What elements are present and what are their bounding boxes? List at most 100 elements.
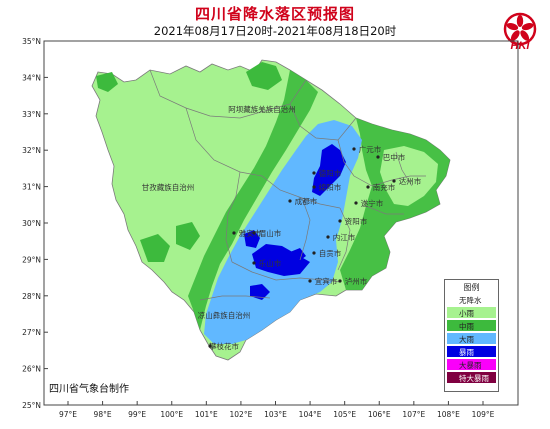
region-label: 眉山市: [259, 228, 282, 238]
region-moderate-rain-west: [188, 70, 318, 330]
region-label: 德阳市: [319, 168, 342, 178]
legend-item: 大雨: [447, 333, 496, 345]
legend-swatch: [447, 294, 496, 305]
region-rainstorm-2: [244, 230, 260, 248]
latitude-axis: 35°N 34°N 33°N 32°N 31°N 30°N 29°N 28°N 27°N 26°N…: [22, 37, 48, 410]
region-label: 绵阳市: [319, 182, 342, 192]
legend-item: 无降水: [447, 294, 496, 306]
region-label: 宜宾市: [315, 276, 338, 286]
legend-label: 中雨: [459, 322, 474, 331]
legend-item: 暴雨: [447, 346, 496, 358]
region-label: 攀枝花市: [209, 341, 239, 351]
legend-swatch: [447, 333, 496, 344]
region-moderate-rain-north: [96, 72, 118, 92]
region-rainstorm-4: [250, 284, 270, 300]
producer-credit: 四川省气象台制作: [49, 384, 129, 395]
region-label: 资阳市: [345, 216, 368, 226]
lat-tick-label: 27°N: [22, 328, 41, 337]
logo-text: HKI: [510, 40, 530, 52]
region-label: 巴中市: [383, 152, 406, 162]
lat-tick-label: 31°N: [22, 183, 41, 192]
hki-flower-logo-icon: [503, 12, 537, 46]
lon-tick-label: 100°E: [160, 410, 183, 419]
city-dot: [338, 219, 342, 223]
lat-tick-label: 25°N: [22, 401, 41, 410]
region-label: 成都市: [295, 196, 318, 206]
lat-tick-label: 26°N: [22, 365, 41, 374]
region-moderate-rain-north2: [246, 62, 282, 90]
lon-tick-label: 104°E: [299, 410, 322, 419]
region-label: 雅安市: [239, 228, 262, 238]
region-label: 凉山彝族自治州: [198, 310, 251, 320]
lon-tick-label: 101°E: [195, 410, 218, 419]
region-label: 遂宁市: [361, 198, 384, 208]
lat-tick-label: 34°N: [22, 73, 41, 82]
region-label: 乐山市: [259, 258, 282, 268]
lon-tick-label: 97°E: [59, 410, 77, 419]
city-dot: [354, 201, 358, 205]
legend-label: 无降水: [459, 296, 482, 305]
city-dot: [208, 344, 212, 348]
lon-tick-label: 109°E: [472, 410, 495, 419]
legend-title: 图例: [463, 283, 480, 292]
city-dot: [312, 251, 316, 255]
legend-label: 暴雨: [459, 348, 474, 357]
city-dot: [338, 279, 342, 283]
legend-label: 小雨: [459, 309, 474, 318]
city-dot: [312, 185, 316, 189]
city-dot: [312, 171, 316, 175]
lon-tick-label: 103°E: [264, 410, 287, 419]
lon-tick-label: 105°E: [333, 410, 356, 419]
region-label: 南充市: [373, 182, 396, 192]
legend-swatch: [447, 307, 496, 318]
lon-tick-label: 99°E: [128, 410, 146, 419]
legend-swatch: [447, 359, 496, 370]
lat-tick-label: 33°N: [22, 110, 41, 119]
legend-label: 大暴雨: [459, 361, 482, 370]
lon-tick-label: 98°E: [94, 410, 112, 419]
legend-swatch: [447, 320, 496, 331]
lat-tick-label: 30°N: [22, 219, 41, 228]
region-label: 达州市: [399, 176, 422, 186]
legend-item: 小雨: [447, 307, 496, 319]
region-rainstorm-3: [252, 244, 310, 276]
city-dot: [392, 179, 396, 183]
city-dot: [232, 231, 236, 235]
city-dot: [252, 261, 256, 265]
region-label: 广元市: [359, 144, 382, 154]
lat-tick-label: 29°N: [22, 255, 41, 264]
lat-tick-label: 35°N: [22, 37, 41, 46]
city-dot: [326, 235, 330, 239]
legend-item: 特大暴雨: [447, 372, 496, 384]
lat-tick-label: 32°N: [22, 146, 41, 155]
city-dot: [352, 147, 356, 151]
lon-tick-label: 102°E: [230, 410, 253, 419]
region-label: 阿坝藏族羌族自治州: [228, 104, 296, 114]
longitude-axis: 97°E 98°E 99°E 100°E 101°E 102°E 103°E 104°E 105…: [59, 401, 495, 419]
lon-tick-label: 108°E: [437, 410, 460, 419]
legend-label: 大雨: [459, 335, 474, 344]
city-dot: [252, 231, 256, 235]
region-rainstorm-1: [312, 144, 346, 196]
region-label: 内江市: [333, 232, 356, 242]
city-dot: [376, 155, 380, 159]
legend: 图例 无降水小雨中雨大雨暴雨大暴雨特大暴雨: [444, 279, 499, 392]
map-title: 四川省降水落区预报图: [194, 5, 355, 23]
lon-tick-label: 106°E: [368, 410, 391, 419]
legend-swatch: [447, 346, 496, 357]
city-dot: [288, 199, 292, 203]
city-dot: [308, 279, 312, 283]
legend-item: 中雨: [447, 320, 496, 332]
lat-tick-label: 28°N: [22, 292, 41, 301]
prefecture-boundaries: [149, 69, 426, 301]
region-label: 甘孜藏族自治州: [142, 182, 195, 192]
legend-item: 大暴雨: [447, 359, 496, 371]
region-moderate-rain-west2: [140, 234, 170, 262]
region-rainstorm-5: [290, 248, 306, 262]
region-label: 自贡市: [319, 248, 342, 258]
map-subtitle: 2021年08月17日20时-2021年08月18日20时: [153, 24, 397, 38]
city-dot: [366, 185, 370, 189]
region-moderate-rain-west3: [176, 222, 200, 250]
region-label: 泸州市: [345, 276, 368, 286]
